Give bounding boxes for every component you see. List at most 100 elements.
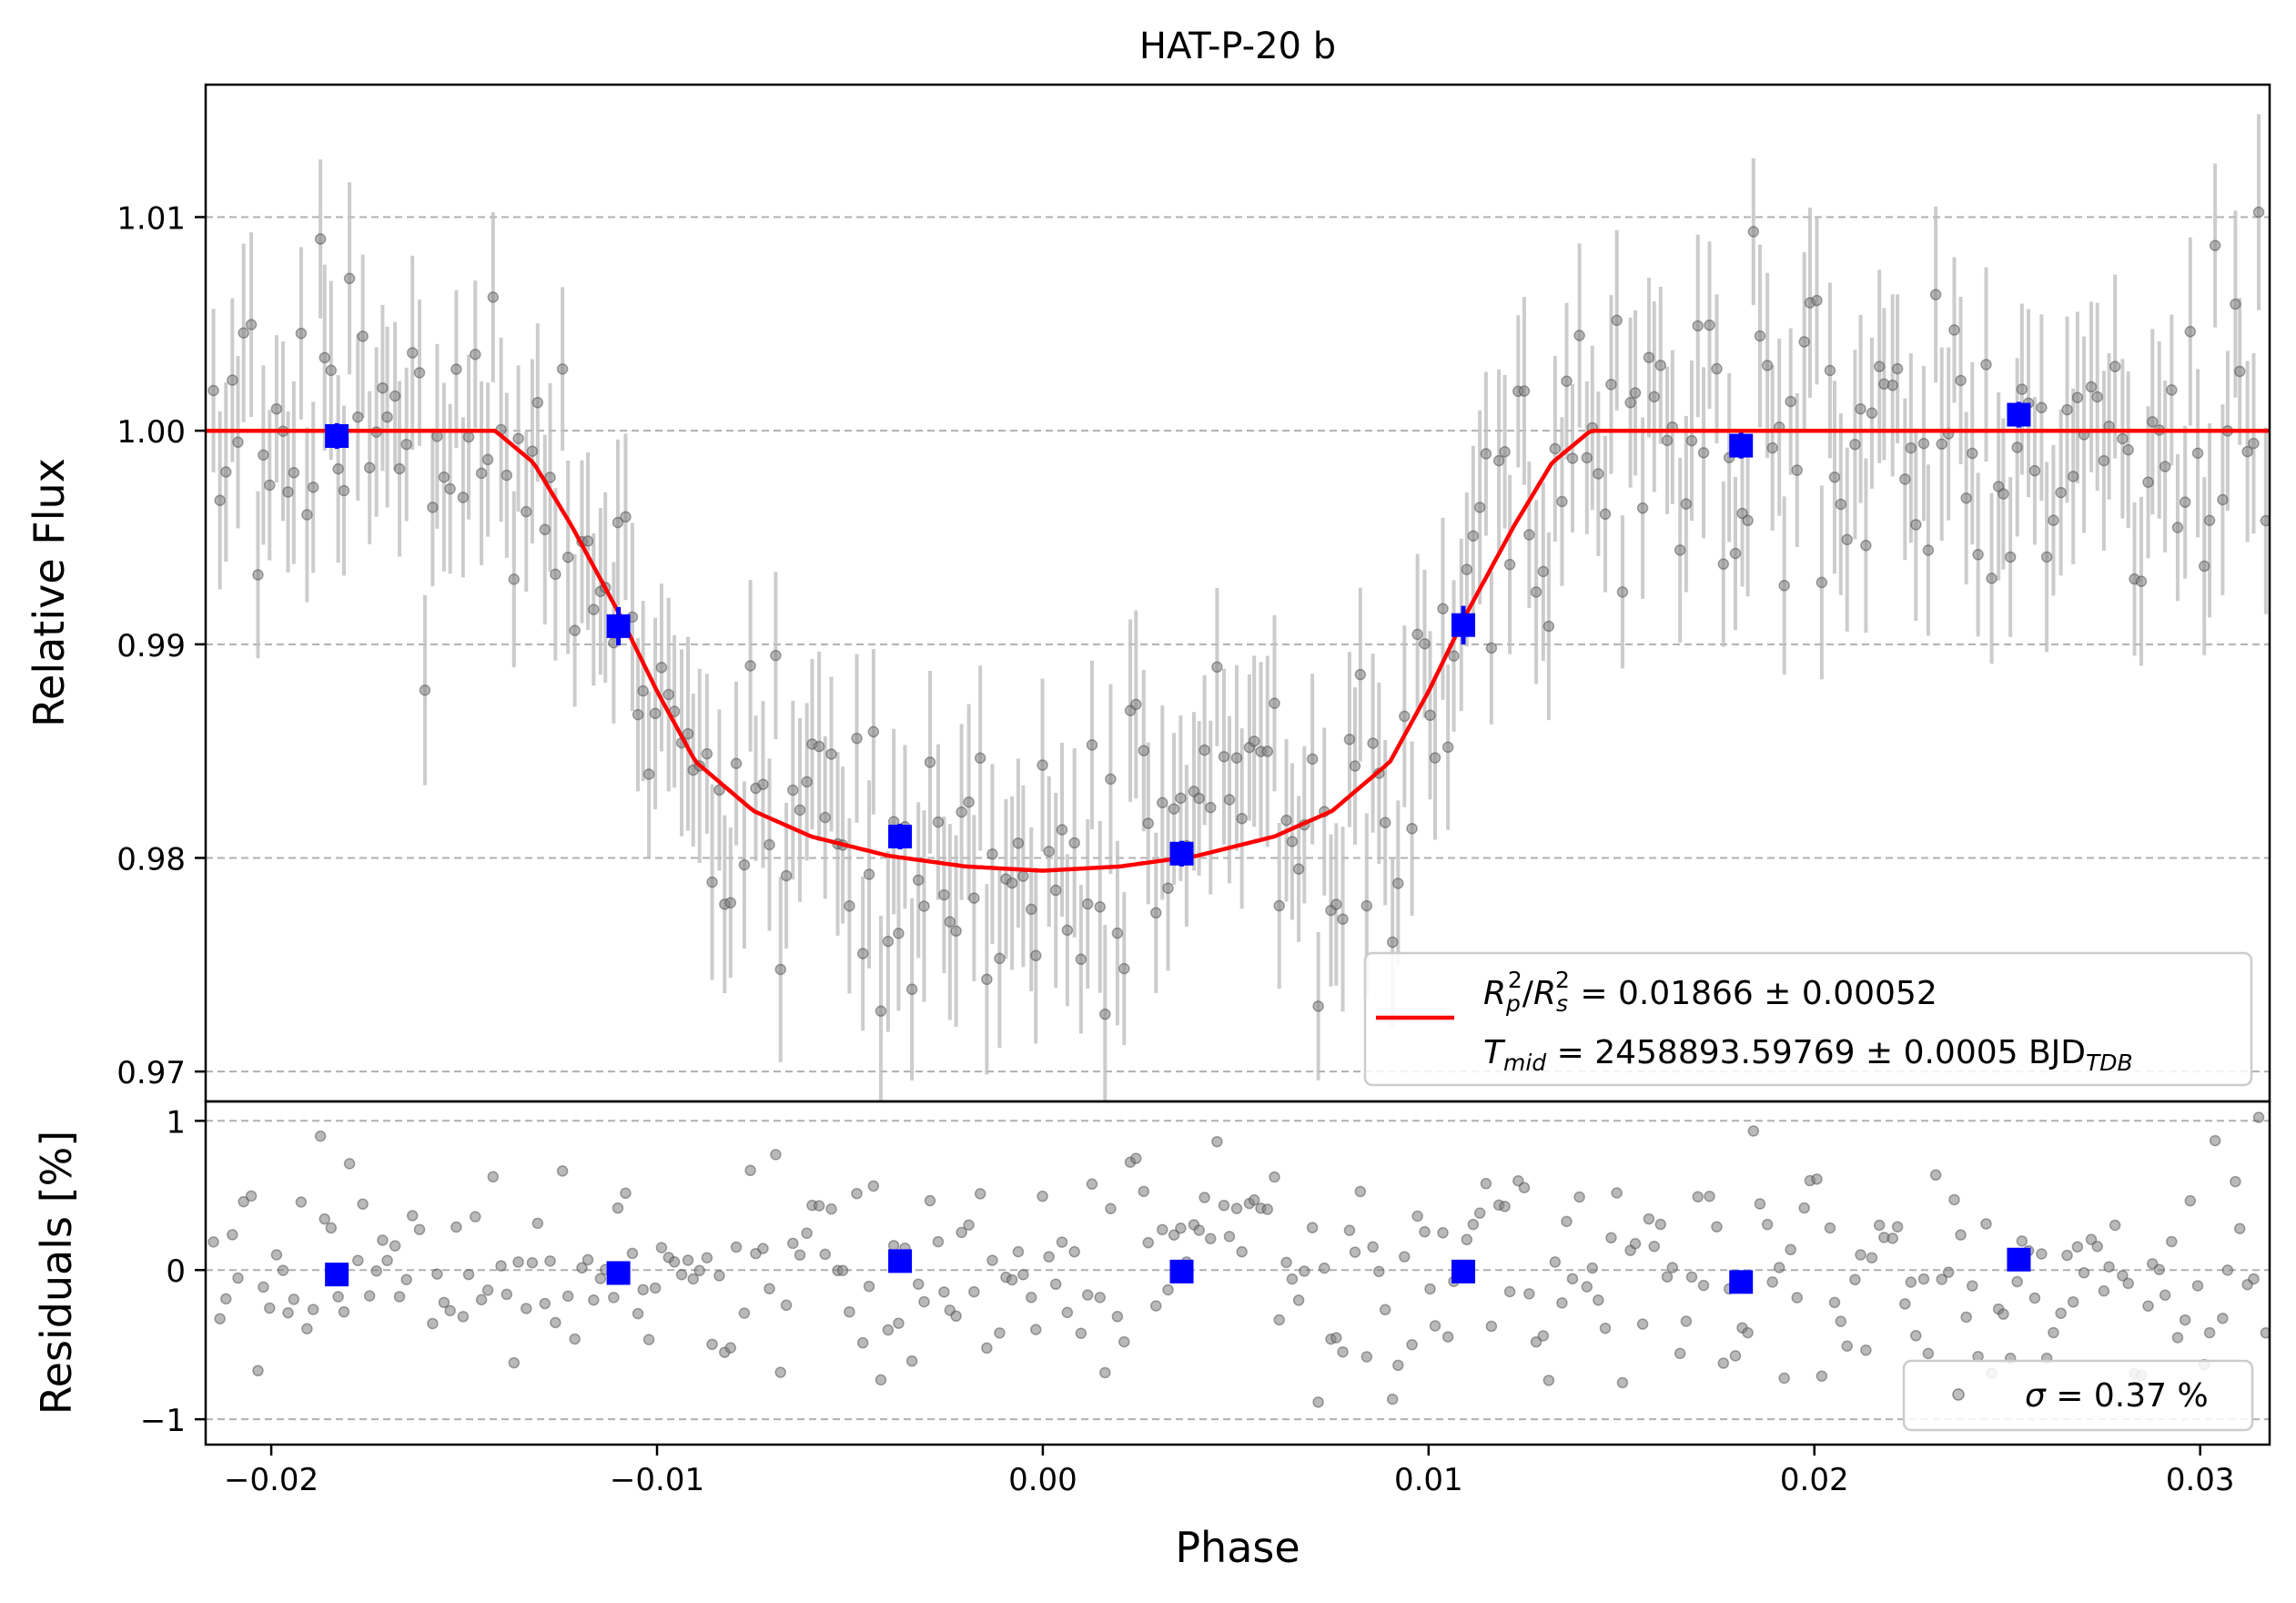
residual-point <box>1441 1331 1454 1343</box>
legend-sigma-text: σ = 0.37 % <box>2025 1377 2209 1415</box>
residual-point <box>531 1217 544 1230</box>
data-point <box>1075 953 1087 966</box>
residual-point <box>1766 1276 1778 1288</box>
residual-point <box>713 1270 725 1282</box>
data-point <box>1236 812 1248 825</box>
data-point <box>2260 514 2270 527</box>
legend-depth-text: Rp2/Rs2 = 0.01866 ± 0.00052 <box>1483 967 1937 1017</box>
residual-point <box>1086 1178 1098 1191</box>
data-point <box>1068 837 1080 849</box>
residual-point <box>1168 1229 1180 1241</box>
residual-point <box>856 1336 869 1349</box>
residual-point <box>730 1241 743 1253</box>
data-point <box>819 811 831 824</box>
residual-point <box>544 1255 556 1267</box>
residual-point <box>1680 1315 1693 1327</box>
residual-point <box>2036 1248 2048 1260</box>
data-point <box>2098 454 2110 467</box>
residual-point <box>1406 1338 1418 1351</box>
residual-point <box>1424 1283 1436 1295</box>
data-point <box>282 486 294 498</box>
residual-point <box>1747 1125 1760 1137</box>
residual-point <box>2248 1273 2260 1285</box>
data-point <box>487 291 500 303</box>
bottom-y-tick-label: −1 <box>140 1403 186 1439</box>
data-point <box>2055 486 2067 499</box>
data-point <box>1367 737 1379 749</box>
residual-point <box>1056 1236 1068 1248</box>
data-point <box>1480 448 1492 460</box>
data-point <box>1736 507 1748 520</box>
residual-point <box>1138 1185 1150 1198</box>
residual-point <box>724 1342 737 1354</box>
data-point <box>770 649 782 662</box>
residual-point <box>938 1286 950 1298</box>
residual-point <box>282 1307 294 1319</box>
data-point <box>981 973 993 986</box>
residual-point <box>1386 1393 1399 1405</box>
data-point <box>438 471 450 483</box>
residual-point <box>377 1234 389 1246</box>
data-point <box>419 684 431 696</box>
data-point <box>801 776 813 788</box>
data-point <box>338 484 350 497</box>
data-point <box>701 747 713 760</box>
residual-point <box>1330 1332 1342 1344</box>
top-y-tick-label: 0.99 <box>116 628 186 665</box>
data-point <box>1899 473 1911 485</box>
residual-point <box>1661 1271 1674 1283</box>
data-point <box>774 963 786 976</box>
residual-point <box>668 1256 681 1268</box>
residual-point <box>2166 1235 2178 1248</box>
data-point <box>314 233 327 245</box>
data-point <box>1643 351 1655 364</box>
x-tick-label: 0.00 <box>1008 1462 1077 1498</box>
residual-point <box>1955 1229 1967 1241</box>
residual-point <box>1841 1340 1853 1352</box>
data-point <box>1261 746 1274 757</box>
residual-point <box>1942 1266 1955 1278</box>
data-point <box>245 319 258 330</box>
residual-point <box>1157 1223 1168 1236</box>
data-point <box>1492 454 1505 467</box>
residual-point <box>887 1240 900 1252</box>
residual-point <box>1611 1187 1623 1199</box>
residual-point <box>2179 1314 2191 1326</box>
residual-point <box>1697 1279 1710 1292</box>
residual-point <box>863 1280 875 1293</box>
data-point <box>2209 239 2221 251</box>
data-point <box>2252 206 2265 218</box>
residual-point <box>1886 1233 1898 1244</box>
residual-point <box>612 1202 624 1214</box>
residual-point <box>626 1247 639 1260</box>
data-point <box>2171 522 2184 533</box>
residual-point <box>508 1356 521 1369</box>
data-point <box>1849 439 1861 451</box>
residual-point <box>457 1311 470 1323</box>
residual-point <box>338 1305 350 1318</box>
residual-point <box>1685 1271 1698 1283</box>
residual-point <box>2117 1270 2129 1282</box>
residual-point <box>1017 1268 1029 1281</box>
residual-point <box>918 1295 930 1308</box>
residual-point <box>227 1229 238 1241</box>
data-point <box>352 411 364 423</box>
residual-point <box>1605 1232 1617 1244</box>
data-point <box>295 327 308 340</box>
residual-point <box>2085 1233 2098 1245</box>
data-point <box>1199 744 1210 756</box>
bottom-y-axis-label: Residuals [%] <box>32 1131 81 1415</box>
data-point <box>220 466 232 478</box>
data-point <box>431 431 443 442</box>
residual-point <box>1811 1173 1823 1185</box>
data-point <box>457 492 470 503</box>
data-point <box>556 363 569 375</box>
residual-point <box>1130 1152 1142 1164</box>
data-point <box>1967 447 1978 460</box>
data-point <box>501 469 513 482</box>
binned-residual <box>888 1249 913 1273</box>
data-point <box>912 874 925 887</box>
residual-point <box>642 1334 655 1345</box>
residual-point <box>1337 1345 1349 1358</box>
data-point <box>1835 498 1847 511</box>
